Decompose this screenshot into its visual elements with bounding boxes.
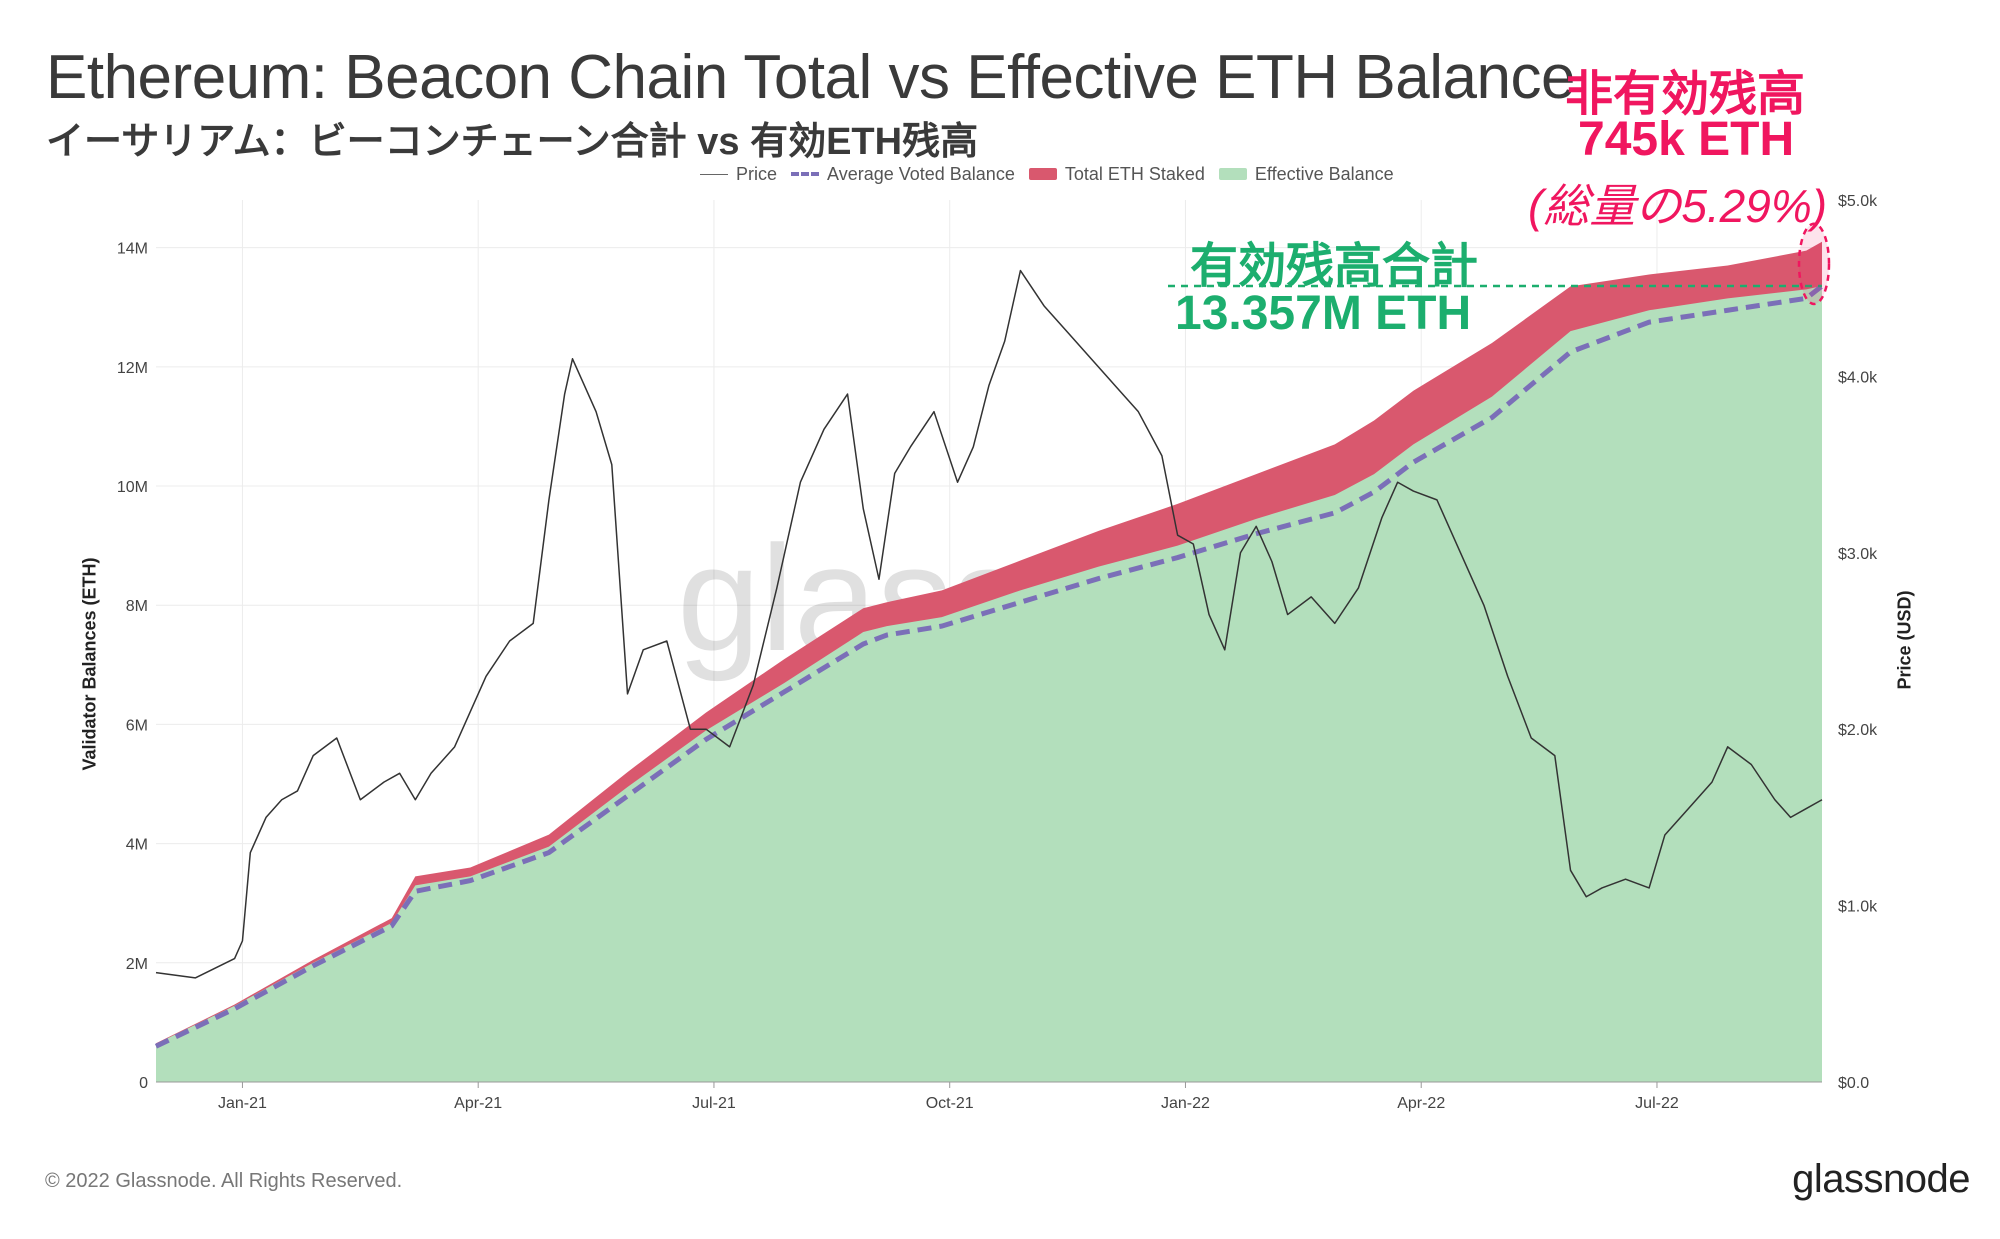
x-tick-label: Jan-22 <box>1161 1095 1210 1112</box>
chart-subtitle: イーサリアム：ビーコンチェーン合計 vs 有効ETH残高 <box>46 121 979 163</box>
left-tick-label: 4M <box>126 837 148 854</box>
average-swatch <box>791 172 820 176</box>
legend-label-average: Average Voted Balance <box>827 163 1015 184</box>
legend-item-total[interactable]: Total ETH Staked <box>1028 163 1205 185</box>
left-tick-label: 0 <box>139 1075 148 1092</box>
ineffective-highlight <box>1797 222 1831 306</box>
x-tick-label: Oct-21 <box>926 1095 974 1112</box>
price-swatch <box>700 173 728 175</box>
legend: Price Average Voted Balance Total ETH St… <box>700 163 1408 185</box>
x-tick-label: Apr-21 <box>454 1095 502 1112</box>
legend-label-price: Price <box>736 163 778 184</box>
legend-item-effective[interactable]: Effective Balance <box>1218 163 1394 185</box>
ineffective-share: (総量の5.29%) <box>1528 180 1828 232</box>
effective-swatch <box>1218 168 1247 180</box>
legend-item-price[interactable]: Price <box>700 164 777 185</box>
left-tick-label: 6M <box>126 717 148 734</box>
effective-balance-area <box>156 285 1822 1082</box>
ineffective-label: 非有効残高 <box>1565 68 1806 121</box>
left-tick-label: 8M <box>126 598 148 615</box>
right-tick-label: $5.0k <box>1838 193 1878 210</box>
legend-label-effective: Effective Balance <box>1254 163 1394 184</box>
right-axis-title: Price (USD) <box>1894 590 1915 690</box>
left-tick-label: 10M <box>117 479 148 496</box>
effective-amount: 13.357M ETH <box>1175 287 1472 340</box>
price-line <box>155 269 1823 979</box>
effective-label: 有効残高合計 <box>1190 240 1479 293</box>
legend-label-total: Total ETH Staked <box>1064 163 1205 184</box>
x-tick-label: Jul-21 <box>692 1095 736 1112</box>
legend-item-average[interactable]: Average Voted Balance <box>791 164 1015 185</box>
x-tick-label: Jul-22 <box>1635 1095 1679 1112</box>
total-swatch <box>1028 168 1057 180</box>
right-tick-label: $2.0k <box>1838 722 1878 739</box>
right-tick-label: $4.0k <box>1838 369 1878 386</box>
left-tick-label: 2M <box>126 956 148 973</box>
glassnode-logo[interactable]: glassnode <box>1792 1157 1970 1201</box>
x-tick-label: Jan-21 <box>218 1095 267 1112</box>
left-axis-title: Validator Balances (ETH) <box>79 557 100 771</box>
right-tick-label: $1.0k <box>1838 899 1878 916</box>
chart-title: Ethereum: Beacon Chain Total vs Effectiv… <box>46 43 1575 112</box>
left-tick-label: 14M <box>117 241 148 258</box>
left-tick-label: 12M <box>117 360 148 377</box>
ineffective-amount: 745k ETH <box>1578 113 1795 166</box>
copyright: © 2022 Glassnode. All Rights Reserved. <box>45 1170 403 1192</box>
right-tick-label: $3.0k <box>1838 546 1878 563</box>
average-voted-line <box>154 284 1824 1049</box>
right-tick-label: $0.0 <box>1838 1075 1869 1092</box>
x-tick-label: Apr-22 <box>1397 1095 1445 1112</box>
